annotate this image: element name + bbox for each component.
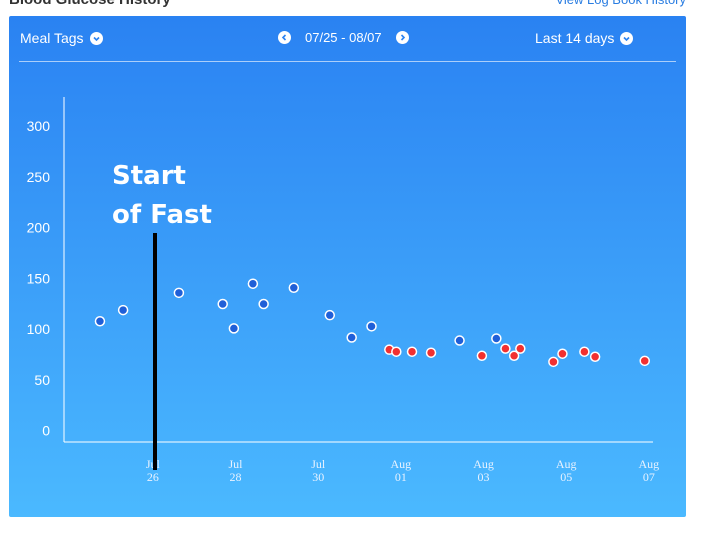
data-point [476, 350, 488, 361]
log-book-link[interactable]: View Log Book History [555, 0, 686, 7]
data-point [391, 346, 402, 357]
period-label: Last 14 days [535, 30, 615, 46]
data-point [579, 346, 590, 357]
x-tick-label: Aug 03 [473, 457, 494, 484]
x-tick-label-part: 01 [395, 470, 407, 484]
annotation-line: Start [112, 161, 186, 191]
data-point [508, 350, 520, 361]
x-tick-label-part: Jul [311, 457, 326, 471]
x-tick-label: Aug 07 [639, 457, 660, 484]
chart-panel [9, 16, 686, 517]
data-point [217, 298, 228, 310]
data-point [548, 356, 559, 368]
meal-tags-label: Meal Tags [20, 30, 84, 46]
data-point [324, 309, 336, 321]
annotation: Start of Fast [112, 161, 212, 230]
data-point [247, 278, 259, 289]
y-tick-label: 0 [42, 423, 50, 439]
date-range-nav: 07/25 - 08/07 [278, 30, 409, 45]
data-point [94, 316, 106, 327]
data-point [117, 304, 129, 316]
chevron-icon [89, 31, 103, 45]
x-tick-label: Aug 05 [556, 457, 577, 484]
separator [19, 61, 676, 62]
x-tick-label-part: 30 [312, 470, 324, 484]
page-title: Blood Glucose History [9, 0, 171, 8]
data-point [258, 298, 269, 310]
data-point [491, 333, 502, 344]
data-point [589, 351, 601, 363]
data-point [406, 346, 418, 357]
period-dropdown[interactable]: Last 14 days [535, 30, 634, 46]
data-point [500, 343, 511, 354]
x-tick-label-part: Aug [473, 457, 494, 471]
x-tick-label: Jul 30 [311, 457, 326, 484]
data-point [515, 343, 526, 354]
x-tick-label: Aug 01 [391, 457, 412, 484]
y-tick-label: 200 [27, 220, 51, 236]
meal-tags-dropdown[interactable]: Meal Tags [20, 30, 103, 46]
x-tick-label-part: Aug [391, 457, 412, 471]
data-point [639, 355, 650, 367]
next-button[interactable] [395, 31, 409, 44]
data-point [454, 335, 465, 346]
x-tick-label: Jul 28 [229, 457, 244, 484]
x-tick-label-part: 05 [560, 470, 572, 484]
y-tick-label: 250 [27, 169, 51, 185]
data-point [173, 287, 185, 299]
x-tick-label-part: 07 [643, 470, 655, 484]
x-tick-label-part: Jul [229, 457, 244, 471]
annotation-line: of Fast [112, 200, 212, 230]
y-tick-label: 100 [27, 321, 51, 337]
y-tick-label: 150 [27, 270, 51, 286]
date-range-label: 07/25 - 08/07 [305, 30, 382, 45]
x-tick-label-part: 03 [478, 470, 490, 484]
data-point [228, 323, 240, 334]
data-point [346, 332, 357, 343]
x-tick-label-part: Aug [639, 457, 660, 471]
x-tick-label-part: 26 [147, 470, 159, 484]
x-tick-label-part: Aug [556, 457, 577, 471]
data-point [288, 282, 300, 294]
prev-button[interactable] [278, 31, 291, 44]
y-tick-label: 50 [34, 372, 50, 388]
x-tick-label-part: 28 [230, 470, 242, 484]
chevron-icon [620, 31, 634, 45]
data-point [366, 321, 377, 332]
data-point [425, 347, 437, 358]
y-tick-label: 300 [27, 118, 51, 134]
data-point [557, 348, 568, 359]
